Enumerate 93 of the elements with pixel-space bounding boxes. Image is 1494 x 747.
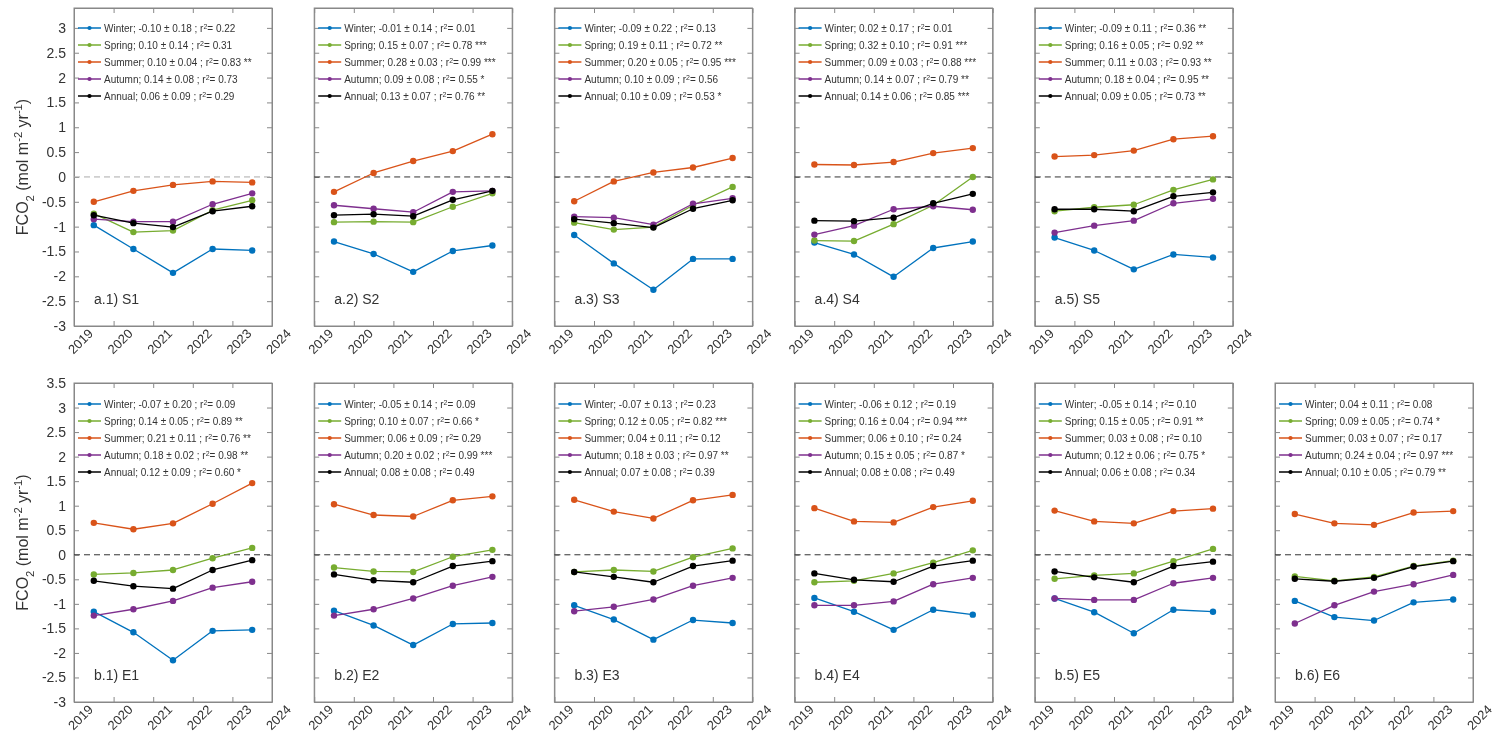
legend-label: Autumn; 0.20 ± 0.02 ; r$^{2}$= 0.99 ***	[344, 449, 493, 461]
annotation: a.3) S3	[574, 291, 620, 307]
legend-label: Autumn; 0.15 ± 0.05 ; r$^{2}$= 0.87 *	[824, 449, 966, 461]
legend-label: Summer; 0.04 ± 0.11 ; r$^{2}$= 0.12	[584, 432, 722, 444]
y-tick-label: 2.5	[46, 424, 67, 441]
y-tick-label: -0.5	[41, 571, 67, 588]
legend-label: Summer; 0.20 ± 0.05 ; r$^{2}$= 0.95 ***	[584, 56, 736, 68]
y-tick-label: 1.5	[46, 94, 67, 111]
y-tick-label: -3	[53, 317, 67, 334]
y-tick-label: -0.5	[41, 193, 67, 210]
y-tick-label: -1	[53, 218, 67, 235]
y-tick-label: 0	[58, 546, 67, 563]
y-tick-label: 3	[58, 399, 67, 416]
legend-label: Spring; 0.10 ± 0.07 ; r$^{2}$= 0.66 *	[344, 415, 480, 427]
annotation: b.2) E2	[334, 667, 380, 683]
legend-label: Winter; -0.05 ± 0.14 ; r$^{2}$= 0.09	[344, 398, 477, 410]
legend-label: Spring; 0.14 ± 0.05 ; r$^{2}$= 0.89 **	[104, 415, 243, 427]
legend-label: Annual; 0.14 ± 0.06 ; r$^{2}$= 0.85 ***	[824, 90, 970, 102]
legend-label: Summer; 0.03 ± 0.08 ; r$^{2}$= 0.10	[1064, 432, 1203, 444]
legend-label: Annual; 0.10 ± 0.05 ; r$^{2}$= 0.79 **	[1305, 466, 1446, 478]
legend-label: Annual; 0.13 ± 0.07 ; r$^{2}$= 0.76 **	[344, 90, 486, 102]
legend-label: Spring; 0.12 ± 0.05 ; r$^{2}$= 0.82 ***	[584, 415, 728, 427]
legend-label: Summer; 0.03 ± 0.07 ; r$^{2}$= 0.17	[1305, 432, 1443, 444]
legend-label: Autumn; 0.14 ± 0.07 ; r$^{2}$= 0.79 **	[824, 73, 969, 85]
legend-label: Spring; 0.19 ± 0.11 ; r$^{2}$= 0.72 **	[584, 39, 723, 51]
legend-label: Winter; -0.09 ± 0.11 ; r$^{2}$= 0.36 **	[1064, 22, 1207, 34]
legend-label: Winter; -0.07 ± 0.13 ; r$^{2}$= 0.23	[584, 398, 717, 410]
annotation: b.5) E5	[1054, 667, 1101, 683]
legend-label: Summer; 0.09 ± 0.03 ; r$^{2}$= 0.88 ***	[824, 56, 977, 68]
legend-label: Annual; 0.08 ± 0.08 ; r$^{2}$= 0.49	[344, 466, 475, 478]
legend-label: Annual; 0.12 ± 0.09 ; r$^{2}$= 0.60 *	[104, 466, 242, 478]
legend-label: Autumn; 0.24 ± 0.04 ; r$^{2}$= 0.97 ***	[1305, 449, 1454, 461]
legend-label: Annual; 0.06 ± 0.09 ; r$^{2}$= 0.29	[104, 90, 235, 102]
y-tick-label: 3	[58, 19, 67, 36]
legend-label: Annual; 0.10 ± 0.09 ; r$^{2}$= 0.53 *	[584, 90, 722, 102]
legend-label: Summer; 0.06 ± 0.09 ; r$^{2}$= 0.29	[344, 432, 482, 444]
legend-label: Autumn; 0.12 ± 0.06 ; r$^{2}$= 0.75 *	[1064, 449, 1206, 461]
y-tick-label: -3	[53, 693, 67, 710]
legend-label: Summer; 0.11 ± 0.03 ; r$^{2}$= 0.93 **	[1064, 56, 1212, 68]
legend-label: Annual; 0.08 ± 0.08 ; r$^{2}$= 0.49	[824, 466, 956, 478]
annotation: a.5) S5	[1054, 291, 1101, 307]
legend-label: Autumn; 0.18 ± 0.03 ; r$^{2}$= 0.97 **	[584, 449, 729, 461]
legend-label: Winter; 0.04 ± 0.11 ; r$^{2}$= 0.08	[1305, 398, 1433, 410]
y-tick-label: -1	[53, 595, 67, 612]
y-tick-label: 0	[58, 168, 67, 185]
legend-label: Autumn; 0.18 ± 0.02 ; r$^{2}$= 0.98 **	[104, 449, 249, 461]
legend-label: Winter; -0.01 ± 0.14 ; r$^{2}$= 0.01	[344, 22, 477, 34]
annotation: b.3) E3	[574, 667, 620, 683]
legend-label: Summer; 0.28 ± 0.03 ; r$^{2}$= 0.99 ***	[344, 56, 496, 68]
legend-label: Spring; 0.15 ± 0.05 ; r$^{2}$= 0.91 **	[1064, 415, 1204, 427]
y-tick-label: 3.5	[46, 374, 67, 391]
y-tick-label: 0.5	[46, 522, 67, 539]
legend-label: Annual; 0.07 ± 0.08 ; r$^{2}$= 0.39	[584, 466, 716, 478]
legend-label: Spring; 0.09 ± 0.05 ; r$^{2}$= 0.74 *	[1305, 415, 1440, 427]
legend-label: Autumn; 0.14 ± 0.08 ; r$^{2}$= 0.73	[104, 73, 239, 85]
legend-label: Winter; -0.06 ± 0.12 ; r$^{2}$= 0.19	[824, 398, 957, 410]
annotation: a.4) S4	[814, 291, 860, 307]
y-tick-label: -1.5	[41, 243, 67, 260]
annotation: b.6) E6	[1295, 667, 1341, 683]
annotation: b.1) E1	[94, 667, 140, 683]
y-tick-label: -2.5	[41, 669, 67, 686]
legend-label: Summer; 0.06 ± 0.10 ; r$^{2}$= 0.24	[824, 432, 963, 444]
legend-label: Spring; 0.10 ± 0.14 ; r$^{2}$= 0.31	[104, 39, 233, 51]
legend-label: Summer; 0.10 ± 0.04 ; r$^{2}$= 0.83 **	[104, 56, 252, 68]
legend-label: Summer; 0.21 ± 0.11 ; r$^{2}$= 0.76 **	[104, 432, 251, 444]
y-tick-label: 0.5	[46, 144, 67, 161]
legend-label: Autumn; 0.09 ± 0.08 ; r$^{2}$= 0.55 *	[344, 73, 485, 85]
legend-label: Spring; 0.16 ± 0.04 ; r$^{2}$= 0.94 ***	[824, 415, 968, 427]
y-tick-label: 1.5	[46, 473, 67, 490]
legend-label: Winter; 0.02 ± 0.17 ; r$^{2}$= 0.01	[824, 22, 954, 34]
legend-label: Winter; -0.10 ± 0.18 ; r$^{2}$= 0.22	[104, 22, 236, 34]
legend-label: Annual; 0.09 ± 0.05 ; r$^{2}$= 0.73 **	[1064, 90, 1206, 102]
y-tick-label: 2	[58, 448, 67, 465]
y-tick-label: -2	[53, 644, 67, 661]
legend-label: Autumn; 0.18 ± 0.04 ; r$^{2}$= 0.95 **	[1064, 73, 1210, 85]
legend-label: Spring; 0.15 ± 0.07 ; r$^{2}$= 0.78 ***	[344, 39, 487, 51]
y-tick-label: 2.5	[46, 44, 67, 61]
legend-label: Spring; 0.32 ± 0.10 ; r$^{2}$= 0.91 ***	[824, 39, 968, 51]
y-tick-label: -2.5	[41, 293, 67, 310]
y-tick-label: -2	[53, 268, 67, 285]
y-tick-label: 1	[58, 497, 67, 514]
legend-label: Winter; -0.05 ± 0.14 ; r$^{2}$= 0.10	[1064, 398, 1197, 410]
legend-label: Annual; 0.06 ± 0.08 ; r$^{2}$= 0.34	[1064, 466, 1196, 478]
legend-label: Winter; -0.07 ± 0.20 ; r$^{2}$= 0.09	[104, 398, 236, 410]
legend-label: Spring; 0.16 ± 0.05 ; r$^{2}$= 0.92 **	[1064, 39, 1204, 51]
y-tick-label: 2	[58, 69, 67, 86]
annotation: b.4) E4	[814, 667, 860, 683]
annotation: a.2) S2	[334, 291, 380, 307]
legend-label: Winter; -0.09 ± 0.22 ; r$^{2}$= 0.13	[584, 22, 717, 34]
legend-label: Autumn; 0.10 ± 0.09 ; r$^{2}$= 0.56	[584, 73, 719, 85]
y-tick-label: -1.5	[41, 620, 67, 637]
annotation: a.1) S1	[94, 291, 140, 307]
y-tick-label: 1	[58, 119, 67, 136]
